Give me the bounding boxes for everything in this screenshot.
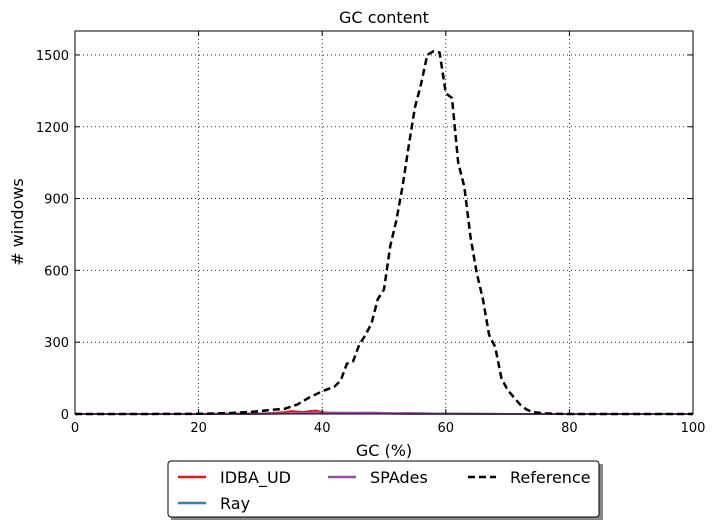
axis-ticks: 0 20 40 60 80 100 0 300 600 900 1200 1500 (36, 31, 706, 436)
y-axis-label: # windows (8, 178, 27, 266)
y-tick-label: 0 (61, 408, 69, 423)
x-axis-label: GC (%) (356, 441, 412, 460)
y-tick-label: 1500 (36, 49, 69, 64)
x-tick-label: 100 (681, 421, 706, 436)
y-tick-label: 600 (44, 264, 69, 279)
x-tick-label: 60 (438, 421, 455, 436)
series-line-reference (75, 50, 693, 416)
legend-label-spades: SPAdes (370, 468, 428, 487)
y-tick-label: 900 (44, 193, 69, 208)
legend-label-reference: Reference (510, 468, 591, 487)
series-lines (75, 50, 693, 416)
legend-label-ray: Ray (220, 494, 250, 513)
legend-label-idba-ud: IDBA_UD (220, 468, 291, 488)
x-tick-label: 40 (314, 421, 331, 436)
grid-lines (75, 31, 693, 414)
x-tick-label: 20 (190, 421, 207, 436)
plot-frame (74, 30, 694, 415)
y-tick-label: 1200 (36, 121, 69, 136)
y-tick-label: 300 (44, 336, 69, 351)
legend-box (167, 460, 600, 518)
x-tick-label: 0 (71, 421, 79, 436)
chart-title: GC content (339, 8, 429, 27)
legend: IDBA_UD Ray SPAdes Reference (167, 460, 603, 520)
x-tick-label: 80 (561, 421, 578, 436)
